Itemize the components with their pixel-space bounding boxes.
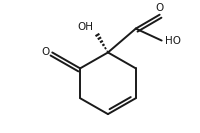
Text: O: O bbox=[41, 47, 49, 57]
Text: OH: OH bbox=[77, 22, 93, 32]
Text: O: O bbox=[156, 3, 164, 13]
Text: HO: HO bbox=[165, 36, 181, 45]
